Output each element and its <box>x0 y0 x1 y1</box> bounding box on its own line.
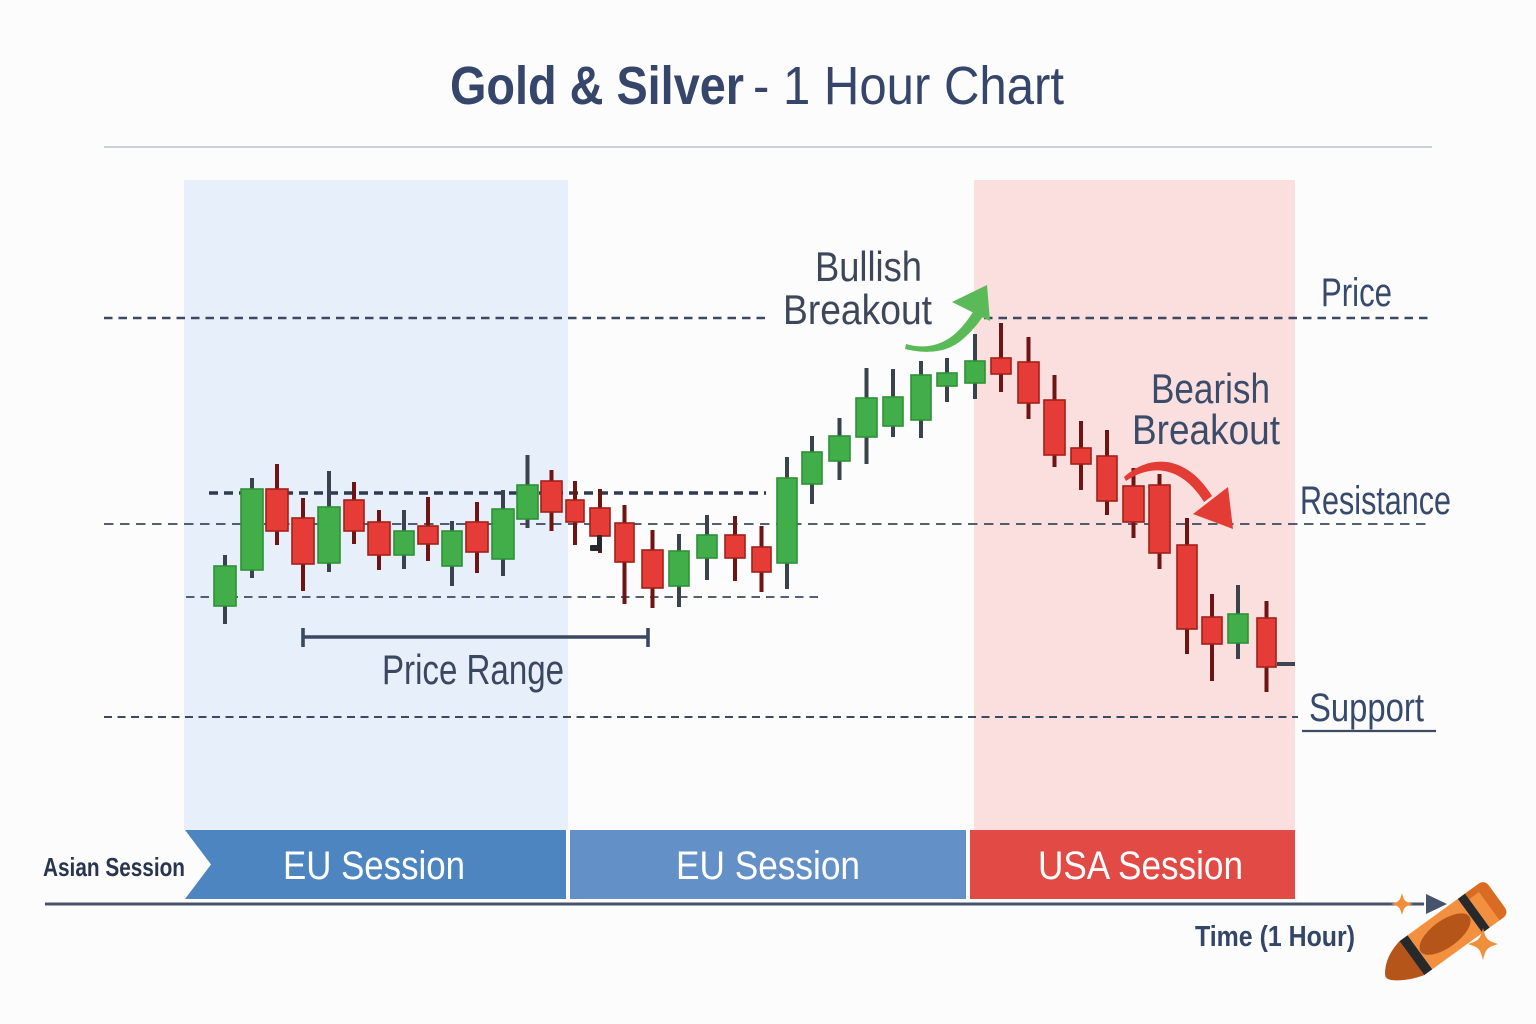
svg-text:Asian Session: Asian Session <box>43 852 185 882</box>
svg-text:EU Session: EU Session <box>676 844 860 888</box>
svg-text:Price: Price <box>1321 271 1392 315</box>
svg-text:Bullish: Bullish <box>815 243 922 290</box>
svg-text:Breakout: Breakout <box>1132 406 1280 453</box>
svg-text:Gold & Silver: Gold & Silver <box>450 56 744 116</box>
svg-text:Time (1 Hour): Time (1 Hour) <box>1195 921 1355 953</box>
svg-text:Breakout: Breakout <box>783 286 932 333</box>
svg-text:- 1 Hour Chart: - 1 Hour Chart <box>753 56 1064 116</box>
svg-text:Support: Support <box>1309 686 1424 730</box>
svg-text:EU Session: EU Session <box>283 844 465 888</box>
svg-text:Price Range: Price Range <box>382 646 564 693</box>
svg-text:Resistance: Resistance <box>1300 479 1451 523</box>
svg-text:USA Session: USA Session <box>1038 844 1243 888</box>
svg-text:Bearish: Bearish <box>1151 365 1270 412</box>
